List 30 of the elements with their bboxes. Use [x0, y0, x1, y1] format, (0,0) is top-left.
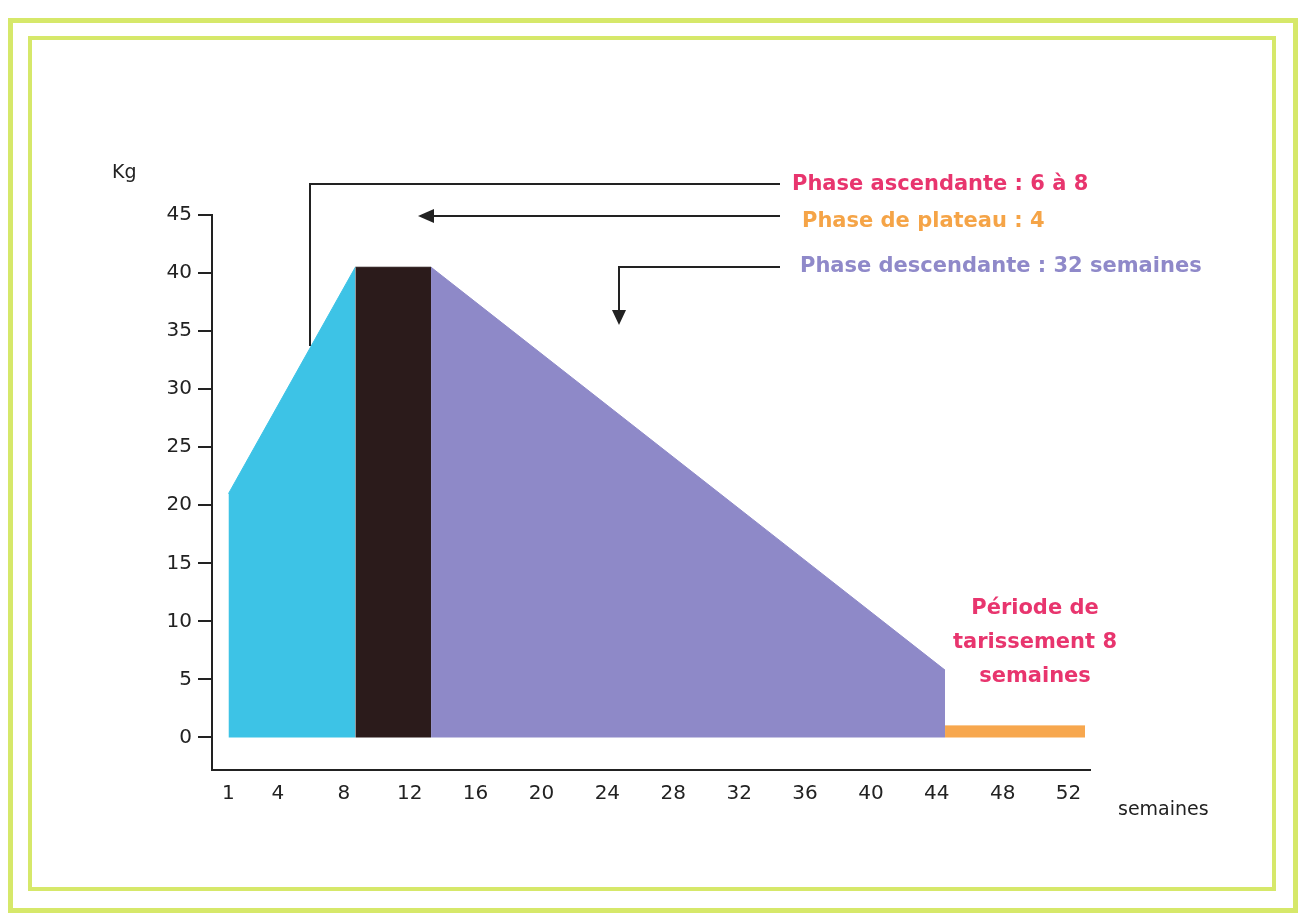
y-tick-label: 15	[166, 549, 192, 574]
y-tick-label: 45	[166, 201, 192, 226]
x-axis-title: semaines	[1118, 796, 1209, 819]
annotation: Phase de plateau : 4	[802, 208, 1045, 232]
x-tick-label: 36	[792, 780, 818, 805]
x-tick-label: 1	[222, 780, 235, 805]
y-tick-label: 35	[166, 317, 192, 342]
x-tick-label: 32	[726, 780, 752, 805]
y-tick-label: 25	[166, 433, 192, 458]
y-tick-label: 0	[179, 723, 192, 748]
y-tick-label: 5	[179, 665, 192, 690]
x-tick-label: 44	[924, 780, 950, 805]
x-tick-label: 8	[337, 780, 351, 805]
annotation: Phase descendante : 32 semaines	[800, 253, 1202, 277]
x-tick-label: 4	[271, 780, 285, 805]
x-tick-label: 12	[396, 780, 423, 805]
y-tick-label: 40	[166, 259, 192, 284]
x-tick-label: 52	[1055, 780, 1082, 805]
annotation: Période de tarissement 8 semaines	[951, 594, 1118, 689]
x-tick-label: 16	[462, 780, 489, 805]
y-tick-label: 30	[166, 375, 192, 400]
x-tick-label: 48	[989, 780, 1016, 805]
x-tick-label: 28	[660, 780, 686, 805]
y-axis-title: Kg	[112, 159, 137, 182]
text: Phase ascendante : 6 à 8	[792, 171, 1089, 195]
x-tick-label: 20	[528, 780, 555, 805]
x-tick-label: 24	[594, 780, 621, 805]
x-tick-label: 40	[858, 780, 884, 805]
y-tick-label: 20	[166, 491, 192, 516]
y-tick-label: 10	[166, 607, 192, 632]
